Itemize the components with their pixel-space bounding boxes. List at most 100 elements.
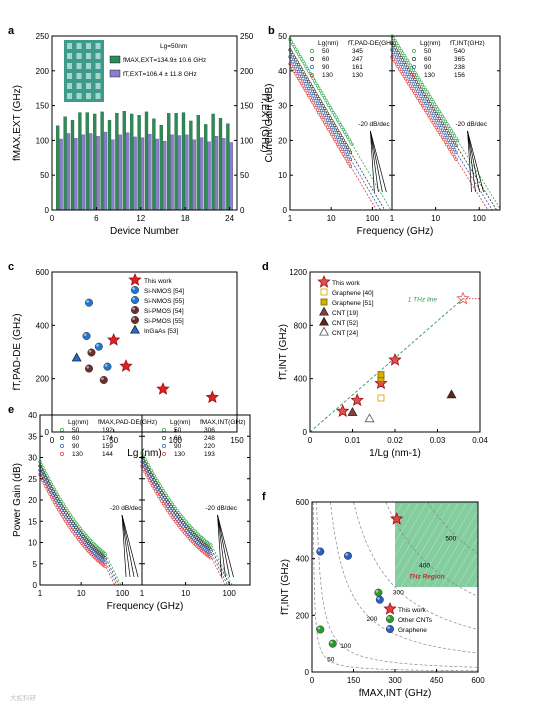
legend-f-value: 306 (204, 427, 215, 434)
data-point-left (318, 88, 322, 93)
region-hatch (400, 501, 452, 588)
legend-lg-value: 50 (174, 427, 182, 434)
device-cell (76, 43, 82, 49)
data-point-left (103, 564, 107, 568)
data-point-right (445, 129, 449, 133)
legend-fmax: fMAX,EXT=134.9± 10.6 GHz (123, 57, 206, 64)
data-point-right (440, 135, 445, 139)
data-point-left (312, 79, 317, 83)
y-axis-label-b: Current Gain (dB) (264, 84, 275, 163)
region-hatch (408, 501, 460, 588)
data-point-left (81, 539, 85, 543)
data-point-left (61, 515, 65, 519)
data-point-right (158, 484, 162, 488)
thz-region-label: THz Region (409, 574, 445, 581)
data-point-right (436, 121, 440, 125)
contour-line (316, 501, 478, 668)
data-point-left (48, 480, 52, 484)
x-axis-label-e: Frequency (GHz) (107, 601, 184, 612)
panel-b-frame-right (391, 35, 501, 211)
data-point-left (48, 492, 52, 496)
region-hatch (448, 501, 500, 588)
xtick-label: 10 (431, 214, 440, 223)
xtick-label: 0 (50, 436, 55, 445)
data-point-left (307, 93, 311, 98)
data-point-left (312, 89, 317, 93)
data-point-right (420, 90, 425, 94)
data-point (82, 332, 91, 341)
data-point-left (317, 86, 321, 90)
data-point-left (338, 123, 343, 127)
legend-f-value: 130 (352, 72, 363, 79)
data-point-left (49, 495, 54, 499)
data-point-left (54, 494, 58, 498)
slope-arrow (370, 130, 387, 193)
legend-marker-highlight (132, 297, 135, 301)
data-point-right (416, 75, 420, 79)
legend-marker-highlight (387, 626, 391, 629)
data-point-right (209, 543, 213, 547)
data-point-left (307, 86, 311, 91)
device-cell (95, 43, 101, 49)
data-point-right (192, 541, 196, 545)
data-point-left (323, 120, 327, 124)
bar-ft (207, 141, 211, 211)
data-point-right (448, 133, 452, 138)
data-point-right (177, 515, 181, 519)
data-point-left (305, 77, 309, 81)
legend-marker-highlight (387, 616, 391, 619)
data-point-left (324, 123, 328, 127)
data-point-left (337, 131, 341, 135)
slope-arrow (217, 514, 230, 578)
data-point-right (417, 99, 422, 103)
data-point-right (440, 121, 445, 125)
data-point-left (294, 58, 298, 62)
data-point-left (337, 138, 341, 142)
ytick-label: 0 (303, 428, 308, 437)
data-point-left (312, 103, 317, 107)
data-point-left (346, 152, 350, 156)
data-point-right (184, 533, 188, 537)
data-point-right (395, 41, 399, 45)
xtick-label: 0.02 (387, 436, 403, 445)
data-point-right (172, 517, 176, 521)
data-point-right (170, 511, 175, 515)
data-point-left (328, 123, 333, 127)
region-hatch (504, 515, 547, 588)
data-point-left (308, 89, 312, 93)
data-point-right (189, 525, 193, 529)
data-point-right (428, 95, 432, 99)
bar-fmax (159, 124, 163, 211)
data-point-highlight (317, 626, 321, 630)
bar-fmax (115, 113, 119, 211)
legend-lg-value: 60 (322, 56, 330, 63)
data-point-left (299, 67, 304, 71)
xtick-label: 0 (310, 676, 315, 685)
data-point-right (143, 470, 147, 474)
panel-a-frame (51, 35, 238, 211)
data-point-highlight (375, 590, 379, 593)
legend-f-value: 156 (454, 72, 465, 79)
region-hatch (528, 555, 547, 588)
data-point-left (54, 498, 58, 503)
data-point (446, 389, 457, 399)
data-point-left (58, 497, 62, 501)
data-point-right (443, 126, 448, 130)
data-point-left (291, 60, 295, 64)
data-point-right (174, 519, 178, 524)
contour-label: 500 (445, 535, 456, 542)
ytick-label: 10 (278, 171, 287, 180)
legend-marker (310, 57, 314, 61)
xtick-label: 100 (473, 214, 487, 223)
region-hatch (416, 501, 468, 588)
data-point-left (333, 137, 337, 141)
legend-ft: fT,EXT=106.4 ± 11.8 GHz (123, 71, 197, 78)
legend-marker (319, 326, 329, 336)
data-point-left (340, 149, 344, 154)
legend-header-f: fT,PAD-DE(GHz) (348, 40, 396, 47)
panel-e-frame-left (39, 414, 143, 586)
xtick-label: 1 (140, 589, 145, 598)
thz-line-label: 1 THz line (408, 297, 438, 304)
legend-marker (60, 444, 64, 448)
data-point-left (338, 140, 343, 144)
